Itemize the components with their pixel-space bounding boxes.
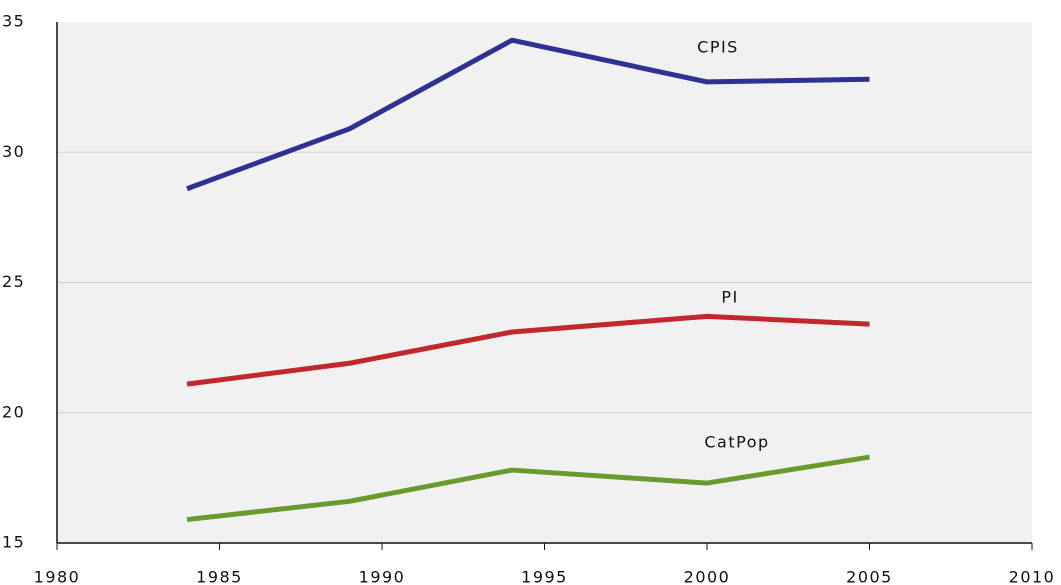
x-tick-label: 1985 [196, 568, 243, 585]
y-tick-label: 35 [2, 12, 25, 31]
series-line [186, 313, 870, 387]
x-tick-label: 1990 [359, 568, 406, 585]
series-line [186, 37, 870, 192]
x-tick-label: 2000 [684, 568, 731, 585]
series-line [186, 454, 870, 523]
y-tick-label: 30 [2, 142, 25, 161]
series-label: CatPop [704, 433, 769, 452]
x-tick-label: 2010 [1009, 568, 1056, 585]
y-tick-label: 25 [2, 272, 25, 291]
series-label: PI [721, 288, 738, 307]
y-tick-label: 20 [2, 402, 25, 421]
x-tick-label: 1995 [521, 568, 568, 585]
x-tick-label: 2005 [846, 568, 893, 585]
x-tick-label: 1980 [34, 568, 81, 585]
y-tick-label: 15 [2, 533, 25, 552]
series-label: CPIS [697, 38, 739, 57]
